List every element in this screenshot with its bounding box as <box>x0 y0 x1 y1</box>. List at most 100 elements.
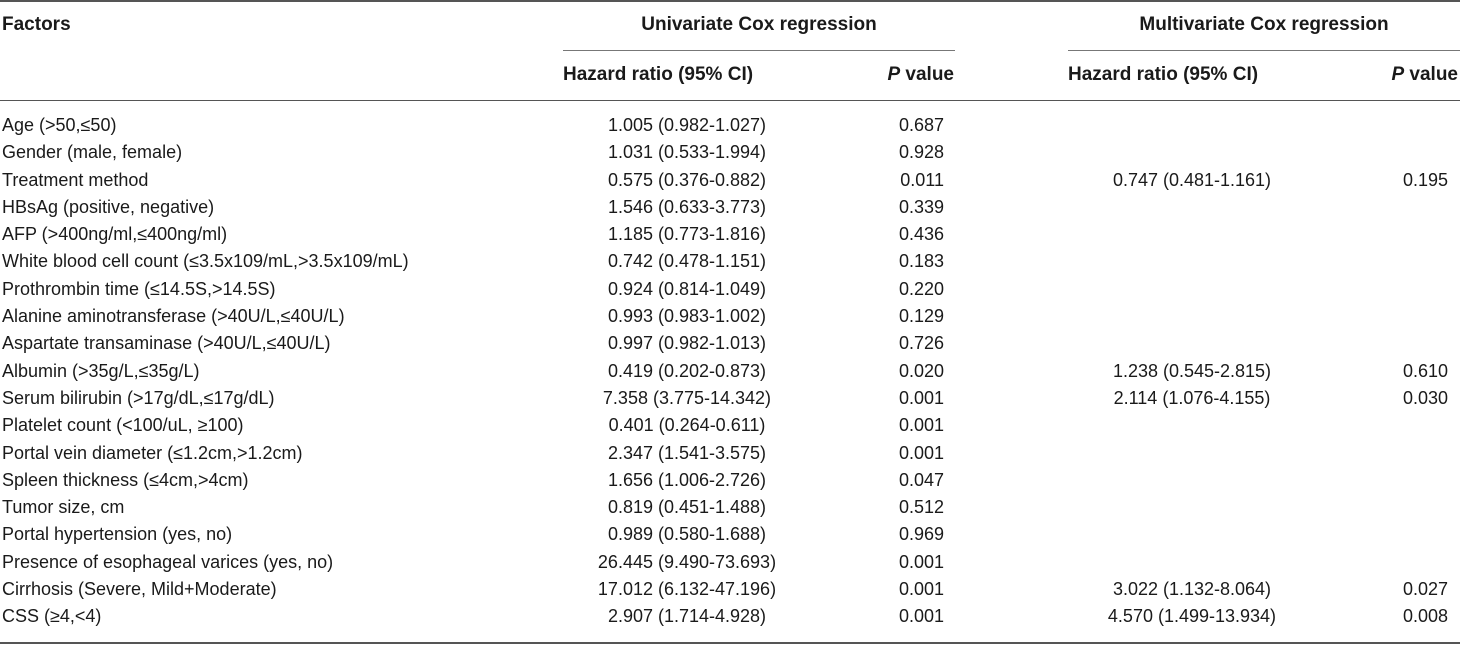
header-p-value-univariate: P value <box>870 64 954 86</box>
top-rule <box>0 0 1460 2</box>
table-row: Presence of esophageal varices (yes, no)… <box>0 549 1460 576</box>
univariate-hr-cell: 1.031 (0.533-1.994) <box>607 142 767 163</box>
univariate-p-cell: 0.047 <box>898 469 944 490</box>
multivariate-hr-cell: 3.022 (1.132-8.064) <box>1112 579 1272 600</box>
factor-cell: Spleen thickness (≤4cm,>4cm) <box>2 469 249 490</box>
table-row: Gender (male, female) 1.031 (0.533-1.994… <box>0 139 1460 166</box>
univariate-hr-cell: 0.419 (0.202-0.873) <box>607 360 767 381</box>
table-row: CSS (≥4,<4) 2.907 (1.714-4.928) 0.001 4.… <box>0 603 1460 630</box>
univariate-hr-cell: 0.924 (0.814-1.049) <box>607 278 767 299</box>
header-bottom-rule <box>0 100 1460 101</box>
p-letter: P <box>1391 64 1405 85</box>
factor-cell: Portal vein diameter (≤1.2cm,>1.2cm) <box>2 442 303 463</box>
univariate-hr-cell: 1.546 (0.633-3.773) <box>607 196 767 217</box>
univariate-hr-cell: 0.742 (0.478-1.151) <box>607 251 767 272</box>
bottom-rule <box>0 642 1460 644</box>
univariate-p-cell: 0.220 <box>898 278 944 299</box>
univariate-p-cell: 0.436 <box>898 224 944 245</box>
table-body: Age (>50,≤50) 1.005 (0.982-1.027) 0.687 … <box>0 112 1460 631</box>
univariate-p-cell: 0.020 <box>898 360 944 381</box>
factor-cell: AFP (>400ng/ml,≤400ng/ml) <box>2 224 228 245</box>
table-row: Treatment method 0.575 (0.376-0.882) 0.0… <box>0 167 1460 194</box>
factor-cell: Albumin (>35g/L,≤35g/L) <box>2 360 200 381</box>
factor-cell: Platelet count (<100/uL, ≥100) <box>2 415 244 436</box>
table-row: Platelet count (<100/uL, ≥100) 0.401 (0.… <box>0 412 1460 439</box>
header-p-value-multivariate: P value <box>1360 64 1458 86</box>
univariate-p-cell: 0.969 <box>898 524 944 545</box>
multivariate-p-cell: 0.027 <box>1402 579 1448 600</box>
univariate-p-cell: 0.001 <box>898 442 944 463</box>
p-letter: P <box>887 64 901 85</box>
factor-cell: Presence of esophageal varices (yes, no) <box>2 551 334 572</box>
factor-cell: Alanine aminotransferase (>40U/L,≤40U/L) <box>2 306 345 327</box>
factor-cell: HBsAg (positive, negative) <box>2 196 215 217</box>
factor-cell: Gender (male, female) <box>2 142 183 163</box>
table-row: White blood cell count (≤3.5x109/mL,>3.5… <box>0 248 1460 275</box>
univariate-hr-cell: 26.445 (9.490-73.693) <box>597 551 777 572</box>
univariate-p-cell: 0.001 <box>898 579 944 600</box>
table-row: Alanine aminotransferase (>40U/L,≤40U/L)… <box>0 303 1460 330</box>
multivariate-p-cell: 0.610 <box>1402 360 1448 381</box>
factor-cell: Serum bilirubin (>17g/dL,≤17g/dL) <box>2 387 275 408</box>
table-row: Aspartate transaminase (>40U/L,≤40U/L) 0… <box>0 330 1460 357</box>
univariate-hr-cell: 2.907 (1.714-4.928) <box>607 606 767 627</box>
univariate-p-cell: 0.339 <box>898 196 944 217</box>
univariate-p-cell: 0.726 <box>898 333 944 354</box>
factor-cell: CSS (≥4,<4) <box>2 606 102 627</box>
univariate-hr-cell: 1.185 (0.773-1.816) <box>607 224 767 245</box>
table-row: AFP (>400ng/ml,≤400ng/ml) 1.185 (0.773-1… <box>0 221 1460 248</box>
multivariate-p-cell: 0.195 <box>1402 169 1448 190</box>
table-row: Cirrhosis (Severe, Mild+Moderate) 17.012… <box>0 576 1460 603</box>
univariate-p-cell: 0.183 <box>898 251 944 272</box>
univariate-p-cell: 0.001 <box>898 606 944 627</box>
univariate-hr-cell: 0.989 (0.580-1.688) <box>607 524 767 545</box>
univariate-hr-cell: 0.401 (0.264-0.611) <box>608 415 766 436</box>
multivariate-p-cell: 0.030 <box>1402 387 1448 408</box>
table-row: Spleen thickness (≤4cm,>4cm) 1.656 (1.00… <box>0 467 1460 494</box>
factor-cell: Age (>50,≤50) <box>2 115 117 135</box>
univariate-hr-cell: 0.819 (0.451-1.488) <box>607 497 767 518</box>
factor-cell: White blood cell count (≤3.5x109/mL,>3.5… <box>2 251 409 272</box>
p-value-suffix: value <box>1404 64 1458 85</box>
multivariate-hr-cell: 0.747 (0.481-1.161) <box>1112 169 1272 190</box>
p-value-suffix: value <box>900 64 954 85</box>
univariate-hr-cell: 0.993 (0.983-1.002) <box>607 306 767 327</box>
header-factors: Factors <box>2 14 71 35</box>
univariate-p-cell: 0.512 <box>898 497 944 518</box>
table-row: Albumin (>35g/L,≤35g/L) 0.419 (0.202-0.8… <box>0 358 1460 385</box>
factor-cell: Aspartate transaminase (>40U/L,≤40U/L) <box>2 333 331 354</box>
univariate-span-rule <box>563 50 955 51</box>
table-row: Serum bilirubin (>17g/dL,≤17g/dL) 7.358 … <box>0 385 1460 412</box>
univariate-hr-cell: 17.012 (6.132-47.196) <box>597 579 777 600</box>
univariate-hr-cell: 1.656 (1.006-2.726) <box>607 469 767 490</box>
header-multivariate: Multivariate Cox regression <box>1139 14 1389 35</box>
univariate-p-cell: 0.129 <box>898 306 944 327</box>
univariate-p-cell: 0.928 <box>898 142 944 163</box>
header-hazard-ratio-multivariate: Hazard ratio (95% CI) <box>1068 64 1259 85</box>
univariate-hr-cell: 0.575 (0.376-0.882) <box>607 169 767 190</box>
univariate-p-cell: 0.001 <box>898 415 944 436</box>
univariate-p-cell: 0.001 <box>898 551 944 572</box>
table-row: Tumor size, cm 0.819 (0.451-1.488) 0.512 <box>0 494 1460 521</box>
header-univariate: Univariate Cox regression <box>641 14 877 35</box>
univariate-p-cell: 0.001 <box>898 387 944 408</box>
univariate-hr-cell: 1.005 (0.982-1.027) <box>607 115 767 135</box>
univariate-p-cell: 0.011 <box>900 169 944 190</box>
factor-cell: Prothrombin time (≤14.5S,>14.5S) <box>2 278 276 299</box>
factor-cell: Tumor size, cm <box>2 497 125 518</box>
factor-cell: Cirrhosis (Severe, Mild+Moderate) <box>2 579 277 600</box>
table-row: Portal vein diameter (≤1.2cm,>1.2cm) 2.3… <box>0 440 1460 467</box>
univariate-hr-cell: 2.347 (1.541-3.575) <box>607 442 767 463</box>
factor-cell: Portal hypertension (yes, no) <box>2 524 233 545</box>
table-row: Portal hypertension (yes, no) 0.989 (0.5… <box>0 521 1460 548</box>
factor-cell: Treatment method <box>2 169 149 190</box>
multivariate-span-rule <box>1068 50 1460 51</box>
header-hazard-ratio-univariate: Hazard ratio (95% CI) <box>563 64 754 85</box>
table-row: HBsAg (positive, negative) 1.546 (0.633-… <box>0 194 1460 221</box>
table-row: Age (>50,≤50) 1.005 (0.982-1.027) 0.687 <box>0 112 1460 139</box>
multivariate-hr-cell: 1.238 (0.545-2.815) <box>1112 360 1272 381</box>
univariate-p-cell: 0.687 <box>898 115 944 135</box>
univariate-hr-cell: 0.997 (0.982-1.013) <box>607 333 767 354</box>
multivariate-p-cell: 0.008 <box>1402 606 1448 627</box>
